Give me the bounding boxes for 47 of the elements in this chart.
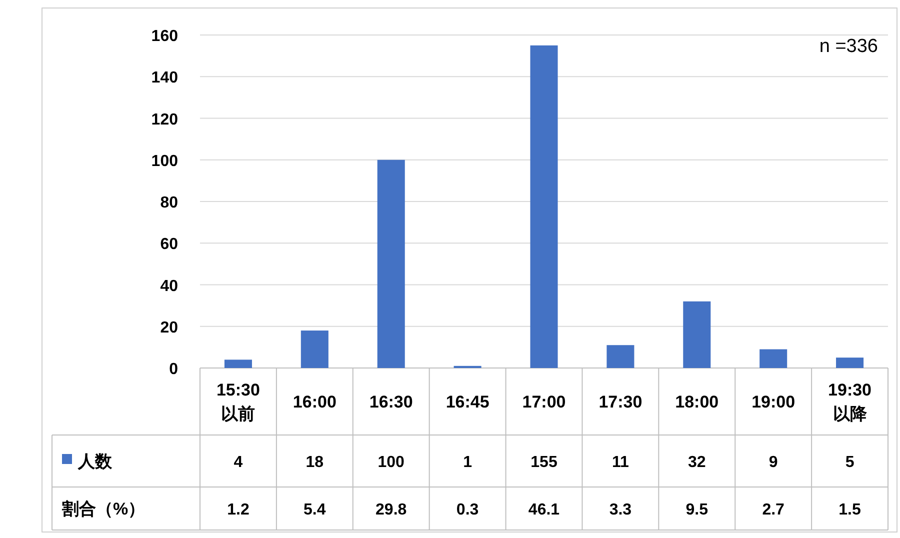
text: 1.2 [227,502,250,518]
x-tick-label: 16:45 [446,392,490,412]
bar [606,345,634,368]
text: 0.3 [456,502,479,518]
data-label: 4 [234,454,243,471]
x-tick-label: 15:30 以前 [216,380,260,424]
x-tick-label: 16:00 [292,392,336,412]
bar [377,160,405,368]
data-label: 155 [530,454,558,471]
data-label: 11 [612,454,629,471]
data-label: 5 [845,454,854,471]
y-tick-label: 40 [160,278,178,295]
bar [530,45,558,368]
x-tick-label: 19:30 以降 [828,380,872,424]
bar [836,358,864,368]
text: 29.8 [376,502,407,518]
text: 46.1 [528,502,560,518]
x-tick-label: 17:00 [522,392,566,412]
x-tick-label: 16:30 [369,392,413,412]
data-label: 100 [378,454,405,471]
data-label: 9 [768,454,778,471]
text: 5.4 [304,502,326,518]
annotation: n =336 [819,36,878,57]
text: 3.3 [609,502,632,518]
bar [300,330,328,368]
bar [683,301,711,368]
text: 割合（%） [61,500,146,518]
data-label: 32 [688,454,706,471]
text: 1.5 [838,502,861,518]
bar [224,360,252,368]
text: 2.7 [762,502,785,518]
legend-label: 人数 [77,452,113,471]
y-tick-label: 20 [160,319,178,336]
y-tick-label: 100 [151,152,178,170]
bar [760,349,788,368]
text: 9.5 [686,502,708,518]
y-tick-label: 0 [169,361,178,378]
data-label: 1 [463,454,472,471]
x-tick-label: 18:00 [675,392,719,412]
y-tick-label: 80 [160,194,178,212]
y-tick-label: 160 [151,28,178,45]
x-tick-label: 17:30 [598,392,642,412]
y-tick-label: 120 [151,111,178,128]
y-tick-label: 140 [151,70,178,87]
data-label: 18 [306,454,324,471]
x-tick-label: 19:00 [752,392,796,412]
y-tick-label: 60 [160,236,178,254]
